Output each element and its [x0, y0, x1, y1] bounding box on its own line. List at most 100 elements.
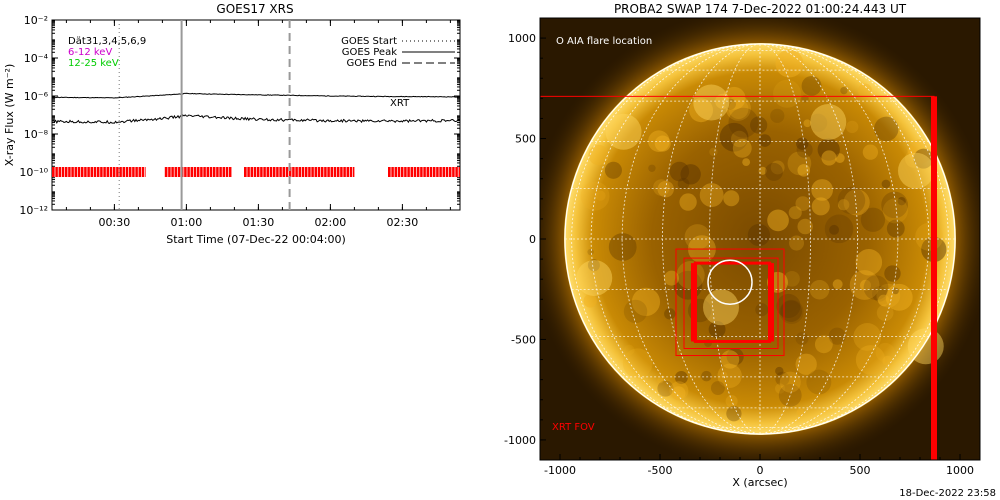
solar-feature	[669, 161, 690, 182]
solar-feature	[719, 122, 749, 152]
solar-feature	[853, 323, 882, 351]
solar-feature	[701, 370, 712, 382]
active-region	[693, 84, 730, 121]
goes-ytick-label: 10⁻¹²	[19, 204, 48, 217]
solar-feature	[796, 137, 809, 150]
solar-disk	[564, 43, 956, 435]
swap-xtick-label: -500	[648, 464, 673, 477]
solar-feature	[671, 386, 686, 400]
solar-feature	[837, 186, 866, 215]
goes-series-line	[51, 114, 461, 125]
solar-feature	[797, 164, 811, 177]
solar-feature	[801, 75, 822, 96]
solar-feature	[657, 380, 674, 397]
solar-feature	[747, 223, 771, 247]
solar-feature	[803, 119, 812, 128]
solar-feature	[588, 144, 609, 166]
xrt-subfield-edge-bottom	[694, 339, 771, 343]
longitude-line	[571, 43, 761, 435]
solar-feature	[679, 193, 697, 211]
solar-feature	[801, 94, 809, 103]
solar-feature	[677, 177, 690, 190]
solar-feature	[882, 355, 893, 366]
legend-12-25kev: 12-25 keV	[68, 58, 119, 69]
solar-feature	[726, 406, 742, 422]
goes-series-group	[51, 92, 461, 125]
swap-xlabel: X (arcsec)	[732, 476, 787, 489]
solar-feature	[654, 135, 671, 152]
longitude-line	[759, 43, 899, 435]
longitude-line	[759, 43, 930, 435]
swap-ytick-label: -1000	[504, 434, 536, 447]
solar-feature	[779, 299, 804, 324]
solar-feature	[915, 222, 944, 251]
solar-feature	[849, 270, 880, 300]
solar-feature	[774, 383, 786, 394]
longitude-line	[709, 43, 761, 435]
solar-feature	[689, 98, 714, 123]
solar-feature	[881, 191, 908, 219]
solar-feature	[860, 207, 886, 232]
xrt-interval-bar	[388, 167, 460, 177]
solar-feature	[795, 196, 811, 211]
solar-feature	[897, 196, 906, 206]
solar-feature	[728, 107, 759, 138]
solar-feature	[913, 148, 934, 169]
solar-feature	[828, 327, 846, 345]
goes-legend-right: GOES Start GOES Peak GOES End	[341, 36, 455, 69]
solar-feature	[779, 371, 801, 393]
solar-feature	[874, 116, 899, 142]
solar-feature	[832, 279, 843, 290]
solar-feature	[657, 376, 664, 384]
legend-goes-peak: GOES Peak	[342, 47, 397, 58]
solar-feature	[583, 294, 597, 308]
solar-feature	[855, 345, 886, 375]
solar-feature	[664, 308, 676, 320]
active-region	[810, 104, 847, 140]
solar-feature	[838, 199, 850, 211]
goes-xlabel: Start Time (07-Dec-22 00:04:00)	[166, 233, 346, 246]
solar-feature	[877, 294, 890, 307]
solar-feature	[884, 265, 901, 282]
solar-feature	[908, 139, 933, 164]
goes-plot-frame	[51, 19, 461, 211]
swap-xtick-label: -1000	[544, 464, 576, 477]
solar-feature	[875, 342, 896, 363]
solar-feature	[764, 162, 783, 181]
legend-6-12kev: 6-12 keV	[68, 47, 112, 58]
solar-feature	[863, 275, 889, 301]
goes-ytick-label: 10⁻⁴	[24, 52, 49, 65]
goes-event-lines	[118, 20, 291, 210]
solar-feature	[862, 144, 879, 160]
swap-ytick-label: 500	[515, 133, 536, 146]
solar-feature	[699, 183, 724, 208]
solar-feature	[770, 160, 785, 175]
swap-image-panel: PROBA2 SWAP 174 7-Dec-2022 01:00:24.443 …	[504, 2, 981, 489]
xrt-fov-label: XRT FOV	[552, 422, 595, 433]
goes-ytick-label: 10⁻⁸	[24, 128, 49, 141]
solar-feature	[876, 283, 901, 308]
solar-feature	[767, 209, 789, 232]
solar-feature	[631, 287, 661, 317]
solar-feature	[840, 86, 848, 95]
goes-ytick-label: 10⁻²	[24, 14, 48, 27]
solar-feature	[710, 381, 725, 396]
aia-legend: O AIA flare location	[556, 36, 652, 47]
solar-feature	[653, 179, 670, 196]
solar-feature	[860, 279, 872, 291]
solar-feature	[775, 371, 790, 386]
swap-title: PROBA2 SWAP 174 7-Dec-2022 01:00:24.443 …	[614, 2, 907, 16]
solar-feature	[876, 304, 894, 322]
goes-xtick-label: 01:00	[171, 216, 203, 229]
xrt-subfield-box	[675, 248, 785, 357]
solar-feature	[623, 299, 648, 324]
solar-feature	[809, 279, 830, 300]
swap-y-axis: -1000 -500 0 500 1000	[504, 17, 546, 461]
solar-feature	[664, 270, 679, 286]
solar-feature	[784, 270, 800, 287]
active-region	[605, 113, 642, 150]
solar-feature	[795, 332, 809, 346]
goes-xtick-label: 02:00	[315, 216, 347, 229]
solar-feature	[778, 383, 802, 407]
